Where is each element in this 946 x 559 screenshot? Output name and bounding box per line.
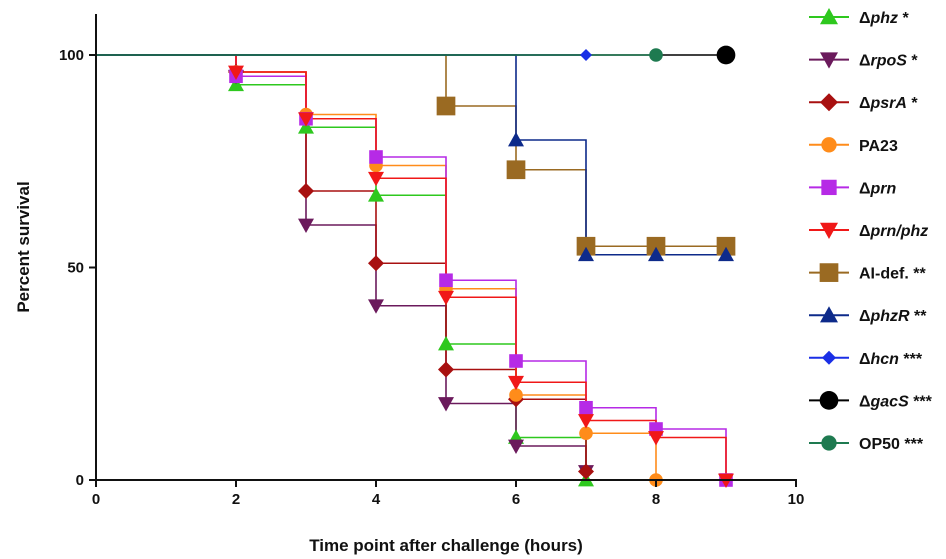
data-point-gacs xyxy=(716,45,736,65)
legend-marker-gacs xyxy=(819,391,839,410)
legend-label-prn-phz: Δprn/phz xyxy=(859,223,928,240)
data-point-rpos xyxy=(298,218,314,233)
series-line-ai-def xyxy=(96,54,726,248)
data-point-phz xyxy=(438,336,454,351)
data-point-ai-def xyxy=(506,160,526,180)
legend-marker-phzr xyxy=(820,306,838,323)
data-point-psra xyxy=(368,255,384,272)
legend-marker-phz xyxy=(820,8,838,25)
legend-label-pa23: PA23 xyxy=(859,138,898,155)
series-line-phzr xyxy=(96,54,726,256)
series-line-rpos xyxy=(96,54,587,472)
legend-label-ai-def: AI-def. ** xyxy=(859,266,926,283)
data-point-prn-phz xyxy=(298,112,314,127)
data-point-psra xyxy=(298,183,314,199)
data-point-phzr xyxy=(578,246,594,262)
legend-marker-ai-def xyxy=(819,263,839,282)
data-point-ai-def xyxy=(436,96,456,116)
legend-label-gacs: ΔgacS *** xyxy=(859,393,933,410)
data-point-phz xyxy=(368,187,384,202)
data-point-pa23 xyxy=(579,426,593,441)
data-point-prn-phz xyxy=(648,431,664,446)
data-point-ai-def xyxy=(576,236,596,256)
legend-marker-pa23 xyxy=(821,137,837,153)
data-point-phzr xyxy=(648,246,664,262)
data-point-prn-phz xyxy=(228,65,244,80)
plot-markers xyxy=(228,45,736,488)
data-point-rpos xyxy=(368,299,384,314)
legend: Δphz * ΔrpoS * ΔpsrA * PA23 Δprn Δprn/phz AI-d… xyxy=(809,8,933,453)
x-tick-label: 2 xyxy=(232,491,240,508)
legend-marker-psra xyxy=(820,93,838,112)
data-point-prn-phz xyxy=(438,290,454,306)
legend-marker-prn-phz xyxy=(820,222,838,239)
data-point-prn-phz xyxy=(508,375,524,391)
data-point-pa23 xyxy=(509,388,523,402)
data-point-ai-def xyxy=(646,236,666,256)
data-point-psra xyxy=(438,361,454,378)
x-tick-label: 4 xyxy=(372,491,381,508)
legend-label-phz: Δphz * xyxy=(859,10,909,27)
y-axis-title: Percent survival xyxy=(14,181,33,312)
x-tick-label: 8 xyxy=(652,491,660,508)
x-tick-label: 10 xyxy=(788,491,805,508)
legend-label-hcn: Δhcn *** xyxy=(859,351,923,368)
y-tick-label: 50 xyxy=(67,260,84,277)
legend-label-rpos: ΔrpoS * xyxy=(859,53,918,70)
data-point-op50 xyxy=(649,48,663,62)
data-point-psra xyxy=(578,463,594,480)
data-point-prn xyxy=(369,150,383,164)
series-line-prn-phz xyxy=(96,54,727,480)
legend-marker-op50 xyxy=(821,435,837,451)
x-tick-label: 6 xyxy=(512,491,520,508)
series-line-psra xyxy=(96,54,587,472)
data-point-phzr xyxy=(508,132,524,147)
plot-lines xyxy=(96,54,727,480)
data-point-prn xyxy=(439,273,453,288)
data-point-prn-phz xyxy=(368,171,384,187)
legend-marker-rpos xyxy=(820,52,838,69)
x-axis-title: Time point after challenge (hours) xyxy=(309,536,583,555)
y-tick-label: 0 xyxy=(76,472,84,489)
data-point-ai-def xyxy=(716,236,736,256)
x-tick-label: 0 xyxy=(92,491,100,508)
legend-label-op50: OP50 *** xyxy=(859,436,924,453)
legend-label-phzr: ΔphzR ** xyxy=(859,308,927,325)
legend-marker-prn xyxy=(821,179,837,196)
series-line-prn xyxy=(96,54,727,480)
data-point-rpos xyxy=(438,397,454,412)
data-point-prn-phz xyxy=(578,414,594,429)
data-point-prn xyxy=(509,354,523,368)
data-point-rpos xyxy=(508,439,524,454)
data-point-hcn xyxy=(580,49,592,61)
y-tick-label: 100 xyxy=(59,47,84,64)
legend-label-psra: ΔpsrA * xyxy=(859,95,918,112)
legend-label-prn: Δprn xyxy=(859,180,897,197)
data-point-phzr xyxy=(718,246,734,262)
legend-marker-hcn xyxy=(822,350,836,365)
axes xyxy=(95,14,797,481)
data-point-prn xyxy=(579,400,593,415)
